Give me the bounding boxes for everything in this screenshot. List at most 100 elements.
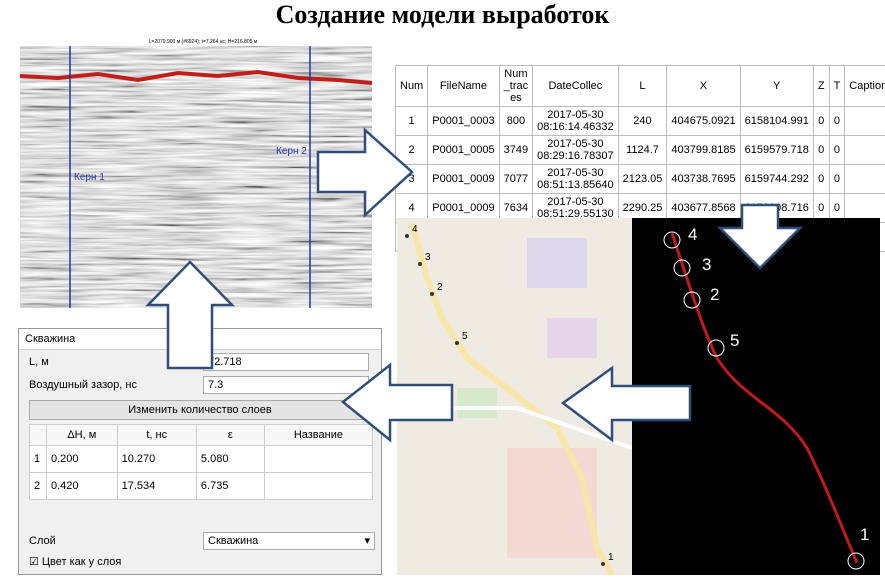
- cell: 403799.8185: [666, 135, 741, 165]
- cell: 0: [812, 135, 830, 165]
- column-header: DateCollec: [532, 65, 619, 107]
- column-header: ΔH, м: [46, 424, 118, 446]
- well-dialog: Скважина L, м 72.718 Воздушный зазор, нс 7.…: [18, 328, 382, 575]
- column-header: X: [666, 65, 741, 107]
- cell: 0: [828, 164, 846, 194]
- map-point-label: 2: [437, 282, 443, 293]
- cell: 1124.7: [617, 135, 668, 165]
- cell: 403738.7695: [666, 164, 741, 194]
- column-header: L: [617, 65, 668, 107]
- column-header: Num: [394, 65, 429, 107]
- row-index: 1: [29, 445, 47, 473]
- table-row: 3 P0001_0009 7077 2017-05-30 08:51:13.85640…: [394, 164, 885, 194]
- map-point-label: 5: [462, 331, 468, 342]
- field-label: Воздушный зазор, нс: [29, 379, 137, 391]
- cell: P0001_0009: [427, 164, 500, 194]
- cell: 2017-05-30 08:51:13.85640: [532, 164, 619, 194]
- checkbox-label: Цвет как у слоя: [41, 556, 122, 568]
- cell: 3749: [498, 135, 534, 165]
- dialog-title: Скважина: [19, 329, 381, 350]
- map-point-label: 4: [412, 224, 418, 235]
- column-header: Captions: [844, 65, 885, 107]
- track-point: [683, 291, 701, 309]
- layer-value: Скважина: [208, 535, 259, 547]
- field-value[interactable]: 72.718: [203, 353, 369, 371]
- cell: 6.735: [195, 472, 265, 500]
- radar-header: L=2079.900 м (#6924); t=7.264 нс; H=216.…: [149, 39, 258, 45]
- cell: [263, 445, 374, 473]
- map-point: [430, 292, 434, 296]
- map-point-label: 3: [425, 252, 431, 263]
- column-header: t, нс: [116, 424, 197, 446]
- map: 4 3 2 5 1: [397, 218, 632, 575]
- field-value[interactable]: 7.3: [203, 376, 369, 394]
- field-label: L, м: [29, 356, 49, 368]
- map-point-label: 1: [608, 552, 614, 563]
- slide-title: Создание модели выработок: [275, 0, 610, 29]
- layer-select[interactable]: Скважина ▾: [203, 532, 375, 550]
- cell: [844, 164, 885, 194]
- table-row: 2 P0001_0005 3749 2017-05-30 08:29:16.78307…: [394, 135, 885, 165]
- cell: P0001_0003: [427, 106, 500, 136]
- column-header: ε: [195, 424, 265, 446]
- cell: 10.270: [116, 445, 197, 473]
- cell: 2: [394, 135, 429, 165]
- track-point-label: 4: [688, 225, 697, 244]
- cell: [844, 106, 885, 136]
- layer-label: Слой: [29, 535, 56, 547]
- layers-table: ΔH, м t, нс ε Название 1 0.200 10.270 5.080 2 0.4…: [29, 424, 374, 500]
- cell: 2017-05-30 08:16:14.46332: [532, 106, 619, 136]
- map-point: [418, 262, 422, 266]
- cell: 404675.0921: [666, 106, 741, 136]
- cell: 1: [394, 106, 429, 136]
- table-row: 1 P0001_0003 800 2017-05-30 08:16:14.46332 2…: [394, 106, 885, 136]
- cell: 2017-05-30 08:29:16.78307: [532, 135, 619, 165]
- cell: 3: [394, 164, 429, 194]
- track-point-label: 1: [860, 525, 869, 544]
- field-row: L, м 72.718: [19, 353, 381, 373]
- column-header: Z: [812, 65, 830, 107]
- layer-row: 1 0.200 10.270 5.080: [29, 445, 374, 473]
- field-row: Воздушный зазор, нс 7.3: [19, 376, 381, 396]
- radar-image: [20, 46, 372, 308]
- marker-label: Керн 1: [74, 172, 105, 183]
- column-header: Num_traces: [498, 65, 534, 107]
- cell: 800: [498, 106, 534, 136]
- column-header: T: [828, 65, 846, 107]
- cell: P0001_0005: [427, 135, 500, 165]
- column-header: Название: [263, 424, 374, 446]
- map-point: [405, 234, 409, 238]
- track-point-label: 5: [730, 331, 739, 350]
- cell: 7077: [498, 164, 534, 194]
- reflector-line: [19, 69, 373, 85]
- cell: 0: [812, 106, 830, 136]
- color-checkbox[interactable]: ☑ Цвет как у слоя: [29, 556, 122, 568]
- track-point: [707, 339, 725, 357]
- track-point: [673, 259, 691, 277]
- cell: 0: [828, 106, 846, 136]
- cell: 240: [617, 106, 668, 136]
- cell: 6159579.718: [739, 135, 814, 165]
- cell: 6158104.991: [739, 106, 814, 136]
- map-point: [455, 341, 459, 345]
- row-index: 2: [29, 472, 47, 500]
- cell: 17.534: [116, 472, 197, 500]
- cell: [263, 472, 374, 500]
- track-view: 43 2 5 1: [632, 218, 880, 575]
- map-point: [601, 562, 605, 566]
- cell: 0: [828, 135, 846, 165]
- cell: [844, 135, 885, 165]
- cell: 2123.05: [617, 164, 668, 194]
- cell: 6159744.292: [739, 164, 814, 194]
- track-point-label: 3: [702, 255, 711, 274]
- cell: 0: [812, 164, 830, 194]
- marker-label: Керн 2: [276, 146, 307, 157]
- track-point-label: 2: [710, 285, 719, 304]
- layer-row: 2 0.420 17.534 6.735: [29, 472, 374, 500]
- radargram: L=2079.900 м (#6924); t=7.264 нс; H=216.…: [18, 38, 388, 318]
- column-header: FileName: [427, 65, 500, 107]
- column-header: Y: [739, 65, 814, 107]
- cell: 0.420: [46, 472, 118, 500]
- change-layers-button[interactable]: Изменить количество слоев: [29, 400, 371, 420]
